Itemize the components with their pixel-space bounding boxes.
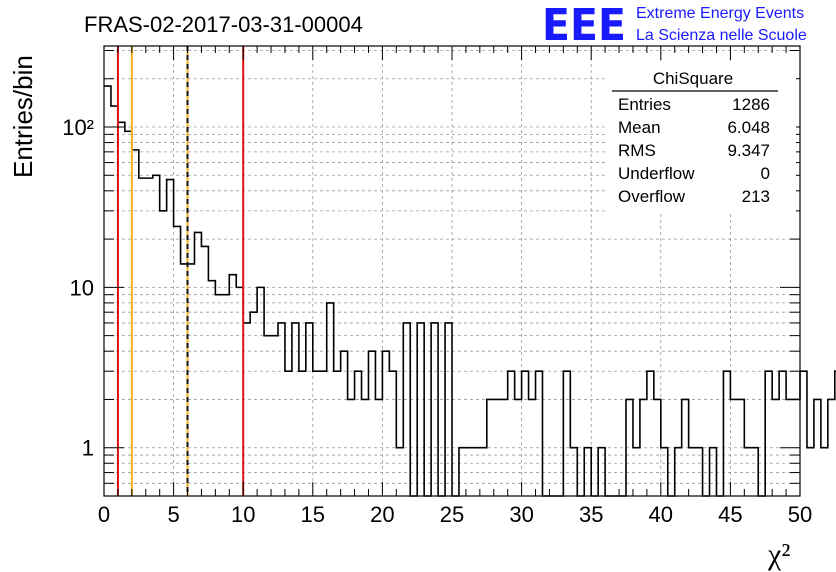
x-tick-label: 0 <box>98 502 110 527</box>
stats-box-bg <box>608 64 796 212</box>
stats-value: 1286 <box>732 95 770 114</box>
x-tick-label: 25 <box>440 502 464 527</box>
x-tick-label: 30 <box>509 502 533 527</box>
logo-line-1: Extreme Energy Events <box>636 5 804 22</box>
stats-label: Mean <box>618 118 661 137</box>
stats-label: Underflow <box>618 164 695 183</box>
y-tick-label: 1 <box>82 436 94 461</box>
stats-box: ChiSquare Entries 1286 Mean 6.048 RMS 9.… <box>608 64 796 212</box>
x-tick-label: 5 <box>167 502 179 527</box>
y-tick-label: 10 <box>70 275 94 300</box>
axis-ticks: 0 5 10 15 20 25 30 35 40 45 50 1 10 10² <box>62 46 812 527</box>
x-tick-label: 20 <box>370 502 394 527</box>
histogram <box>104 85 836 497</box>
marker-lines <box>116 46 245 496</box>
histogram-outline <box>104 85 836 497</box>
x-axis-label: χ² <box>767 538 790 571</box>
y-tick-label: 10² <box>62 115 94 140</box>
x-tick-label: 50 <box>788 502 812 527</box>
x-tick-label: 40 <box>649 502 673 527</box>
x-tick-label: 10 <box>231 502 255 527</box>
stats-value: 9.347 <box>727 141 770 160</box>
y-axis-label: Entries/bin <box>8 55 38 178</box>
stats-value: 6.048 <box>727 118 770 137</box>
chart-title: FRAS-02-2017-03-31-00004 <box>84 12 363 37</box>
eee-logo: EEE <box>542 0 626 51</box>
x-tick-label: 15 <box>301 502 325 527</box>
stats-label: Overflow <box>618 187 686 206</box>
stats-label: Entries <box>618 95 671 114</box>
stats-value: 0 <box>761 164 770 183</box>
x-tick-label: 35 <box>579 502 603 527</box>
stats-title: ChiSquare <box>653 69 733 88</box>
logo-line-2: La Scienza nelle Scuole <box>636 27 807 44</box>
stats-value: 213 <box>742 187 770 206</box>
stats-label: RMS <box>618 141 656 160</box>
x-tick-label: 45 <box>718 502 742 527</box>
